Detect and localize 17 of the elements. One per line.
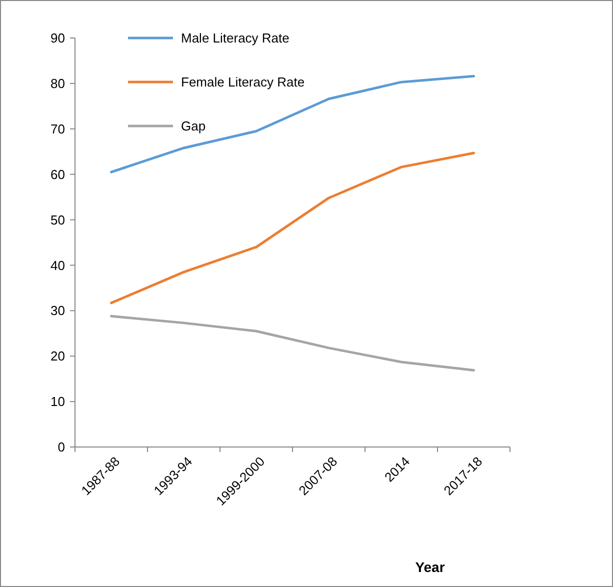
line-series xyxy=(110,152,475,304)
y-tick-label: 90 xyxy=(50,30,65,46)
y-tick-label: 0 xyxy=(58,440,65,455)
legend-label: Female Literacy Rate xyxy=(181,74,305,90)
y-tick-label: 10 xyxy=(50,394,65,410)
legend-label: Male Literacy Rate xyxy=(181,30,290,46)
legend-label: Gap xyxy=(181,118,206,134)
y-tick-label: 70 xyxy=(50,121,65,136)
y-tick-label: 20 xyxy=(50,348,65,364)
y-tick-label: 60 xyxy=(50,166,65,182)
line-series xyxy=(110,314,475,372)
x-axis-title: Year xyxy=(415,559,446,575)
y-tick-label: 50 xyxy=(50,212,65,228)
y-tick-label: 40 xyxy=(50,258,65,273)
y-tick-label: 30 xyxy=(50,303,65,318)
line-series xyxy=(110,74,475,174)
y-tick-label: 80 xyxy=(50,76,65,91)
